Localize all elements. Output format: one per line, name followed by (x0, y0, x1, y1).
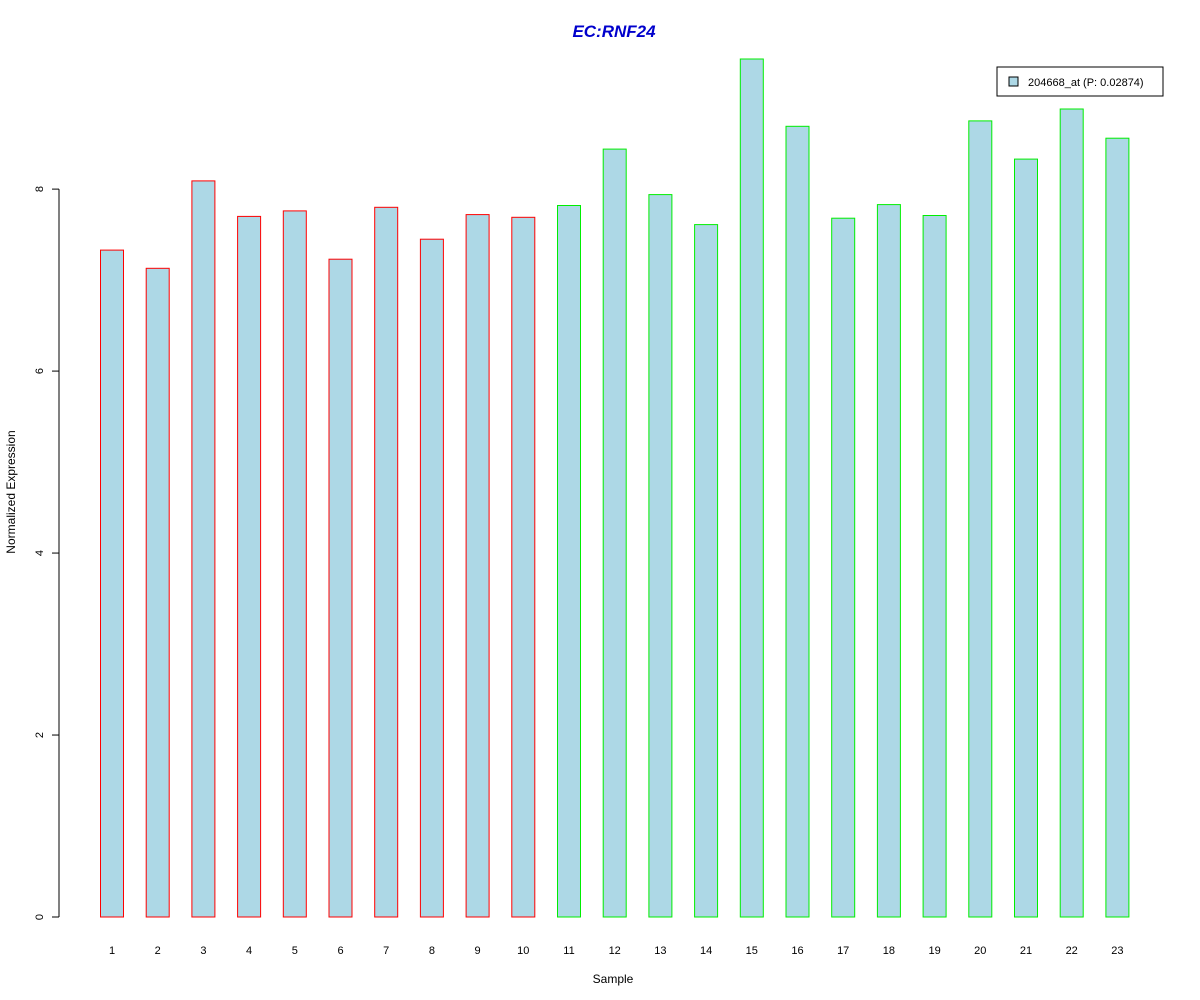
y-tick-label: 4 (34, 550, 46, 556)
bars-group (100, 58, 1130, 918)
chart-title: EC:RNF24 (572, 22, 656, 41)
bar-sample-15 (739, 58, 764, 918)
bar-sample-9 (465, 214, 490, 918)
bar-sample-13 (648, 194, 673, 918)
bar-sample-1 (100, 249, 124, 918)
x-axis-tick-labels: 1 2 3 4 5 6 7 8 9 10 11 12 13 14 15 16 17 18 19 20 21 22 23 (109, 945, 1124, 957)
bar-sample-21 (1014, 158, 1038, 918)
bar-sample-3 (191, 180, 216, 918)
x-tick-label: 18 (883, 945, 895, 957)
x-tick-label: 5 (292, 945, 298, 957)
y-axis: 0 2 4 6 8 (34, 186, 60, 920)
bar-sample-5 (282, 210, 307, 918)
bar-sample-19 (922, 215, 947, 918)
x-tick-label: 1 (109, 945, 115, 957)
x-tick-label: 21 (1020, 945, 1032, 957)
x-tick-label: 15 (746, 945, 758, 957)
x-tick-label: 20 (974, 945, 986, 957)
bar-sample-2 (145, 267, 170, 918)
x-axis-label: Sample (593, 972, 634, 986)
legend: 204668_at (P: 0.02874) (996, 66, 1164, 97)
bar-sample-18 (876, 204, 901, 918)
x-tick-label: 8 (429, 945, 435, 957)
legend-swatch (1008, 76, 1019, 87)
x-tick-label: 19 (928, 945, 940, 957)
bar-sample-17 (831, 217, 856, 918)
legend-label: 204668_at (P: 0.02874) (1028, 77, 1144, 89)
x-tick-label: 4 (246, 945, 252, 957)
x-tick-label: 2 (155, 945, 161, 957)
x-tick-label: 11 (563, 945, 574, 957)
bar-sample-22 (1059, 108, 1084, 918)
bar-sample-12 (602, 148, 627, 918)
x-tick-label: 13 (654, 945, 666, 957)
y-tick-label: 8 (34, 186, 46, 192)
x-tick-label: 14 (700, 945, 712, 957)
x-tick-label: 9 (475, 945, 481, 957)
bar-sample-11 (557, 205, 581, 918)
y-tick-label: 2 (34, 732, 46, 738)
bar-sample-6 (328, 258, 353, 918)
x-tick-label: 12 (609, 945, 621, 957)
legend-box (996, 66, 1164, 97)
x-tick-label: 23 (1111, 945, 1123, 957)
bar-sample-20 (968, 120, 993, 918)
x-tick-label: 7 (383, 945, 389, 957)
bar-sample-23 (1105, 137, 1130, 918)
bar-sample-14 (694, 224, 719, 918)
x-tick-label: 6 (337, 945, 343, 957)
bar-sample-8 (419, 238, 444, 918)
bar-sample-7 (374, 206, 399, 918)
bar-sample-4 (237, 215, 262, 918)
bar-sample-10 (511, 216, 536, 918)
bar-sample-16 (785, 125, 810, 918)
y-tick-label: 0 (34, 914, 46, 920)
x-tick-label: 17 (837, 945, 849, 957)
x-tick-label: 16 (791, 945, 803, 957)
x-tick-label: 10 (517, 945, 529, 957)
x-tick-label: 22 (1066, 945, 1078, 957)
x-tick-label: 3 (200, 945, 206, 957)
y-tick-label: 6 (34, 368, 46, 374)
y-axis-label: Normalized Expression (4, 430, 18, 553)
